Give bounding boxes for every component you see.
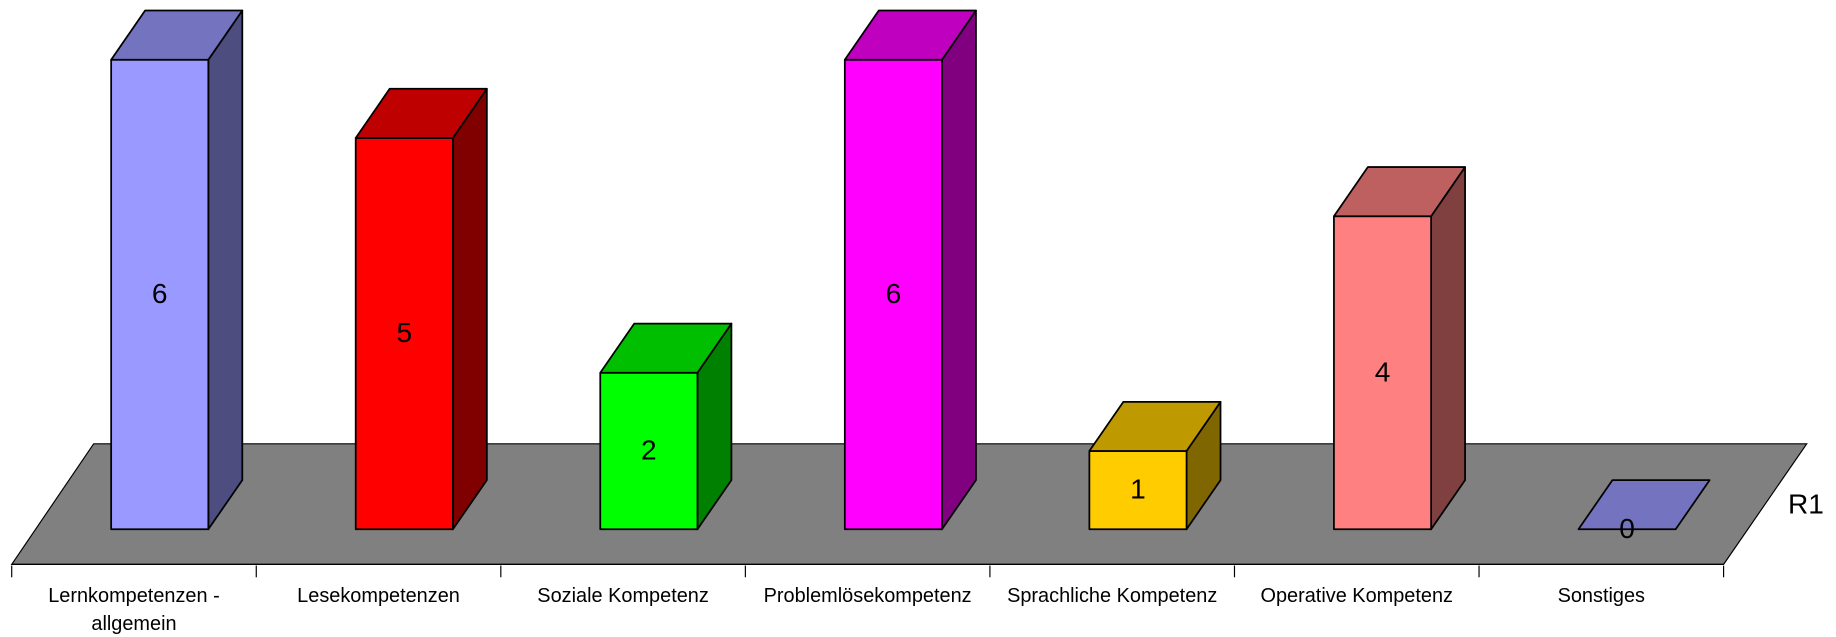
bar-top <box>1333 166 1466 218</box>
x-tick-label: Problemlösekompetenz <box>763 584 972 607</box>
bar-front <box>110 58 210 531</box>
bar <box>843 9 977 531</box>
x-label-box: Problemlösekompetenz <box>763 584 972 607</box>
x-tick-label: Sprachliche Kompetenz <box>1007 584 1218 607</box>
bar-side <box>1430 166 1466 531</box>
bar-side <box>207 9 244 531</box>
x-tick-label: Operative Kompetenz <box>1260 584 1453 607</box>
value-label: 6 <box>152 278 168 309</box>
bar-top <box>110 9 244 61</box>
bar <box>1333 166 1466 531</box>
bar-top <box>354 87 488 139</box>
x-label-box: Lesekompetenzen <box>297 584 460 607</box>
value-label: 6 <box>886 278 902 309</box>
series-label: R1 <box>1788 488 1824 519</box>
bar-front <box>599 371 699 531</box>
x-tick-label: Sonstiges <box>1557 584 1646 607</box>
bar-front <box>1088 450 1188 531</box>
bar-top <box>599 322 733 374</box>
value-label: 2 <box>641 435 657 466</box>
bar-side <box>941 9 977 531</box>
x-label-box: Sonstiges <box>1557 584 1646 607</box>
bar-front <box>843 58 943 531</box>
value-label: 0 <box>1619 513 1635 544</box>
bar-front <box>1333 215 1432 531</box>
bar <box>110 9 244 531</box>
bar-front <box>354 137 454 531</box>
x-label-box: Lernkompetenzen - allgemein <box>48 584 220 635</box>
bar <box>599 322 733 531</box>
bar-side <box>452 87 488 531</box>
bar <box>1577 479 1711 531</box>
x-label-box: Sprachliche Kompetenz <box>1007 584 1218 607</box>
bar-top <box>1577 479 1711 531</box>
value-label: 1 <box>1130 474 1146 505</box>
value-label: 4 <box>1375 356 1391 387</box>
bar <box>1088 400 1222 531</box>
x-label-box: Soziale Kompetenz <box>537 584 709 607</box>
x-label-box: Operative Kompetenz <box>1260 584 1453 607</box>
bar <box>354 87 488 531</box>
bar-top <box>843 9 977 61</box>
x-tick-label: Soziale Kompetenz <box>537 584 709 607</box>
x-tick-label: Lernkompetenzen - allgemein <box>48 584 220 635</box>
x-tick-label: Lesekompetenzen <box>297 584 460 607</box>
value-label: 5 <box>396 317 412 348</box>
bar-top <box>1088 400 1222 452</box>
